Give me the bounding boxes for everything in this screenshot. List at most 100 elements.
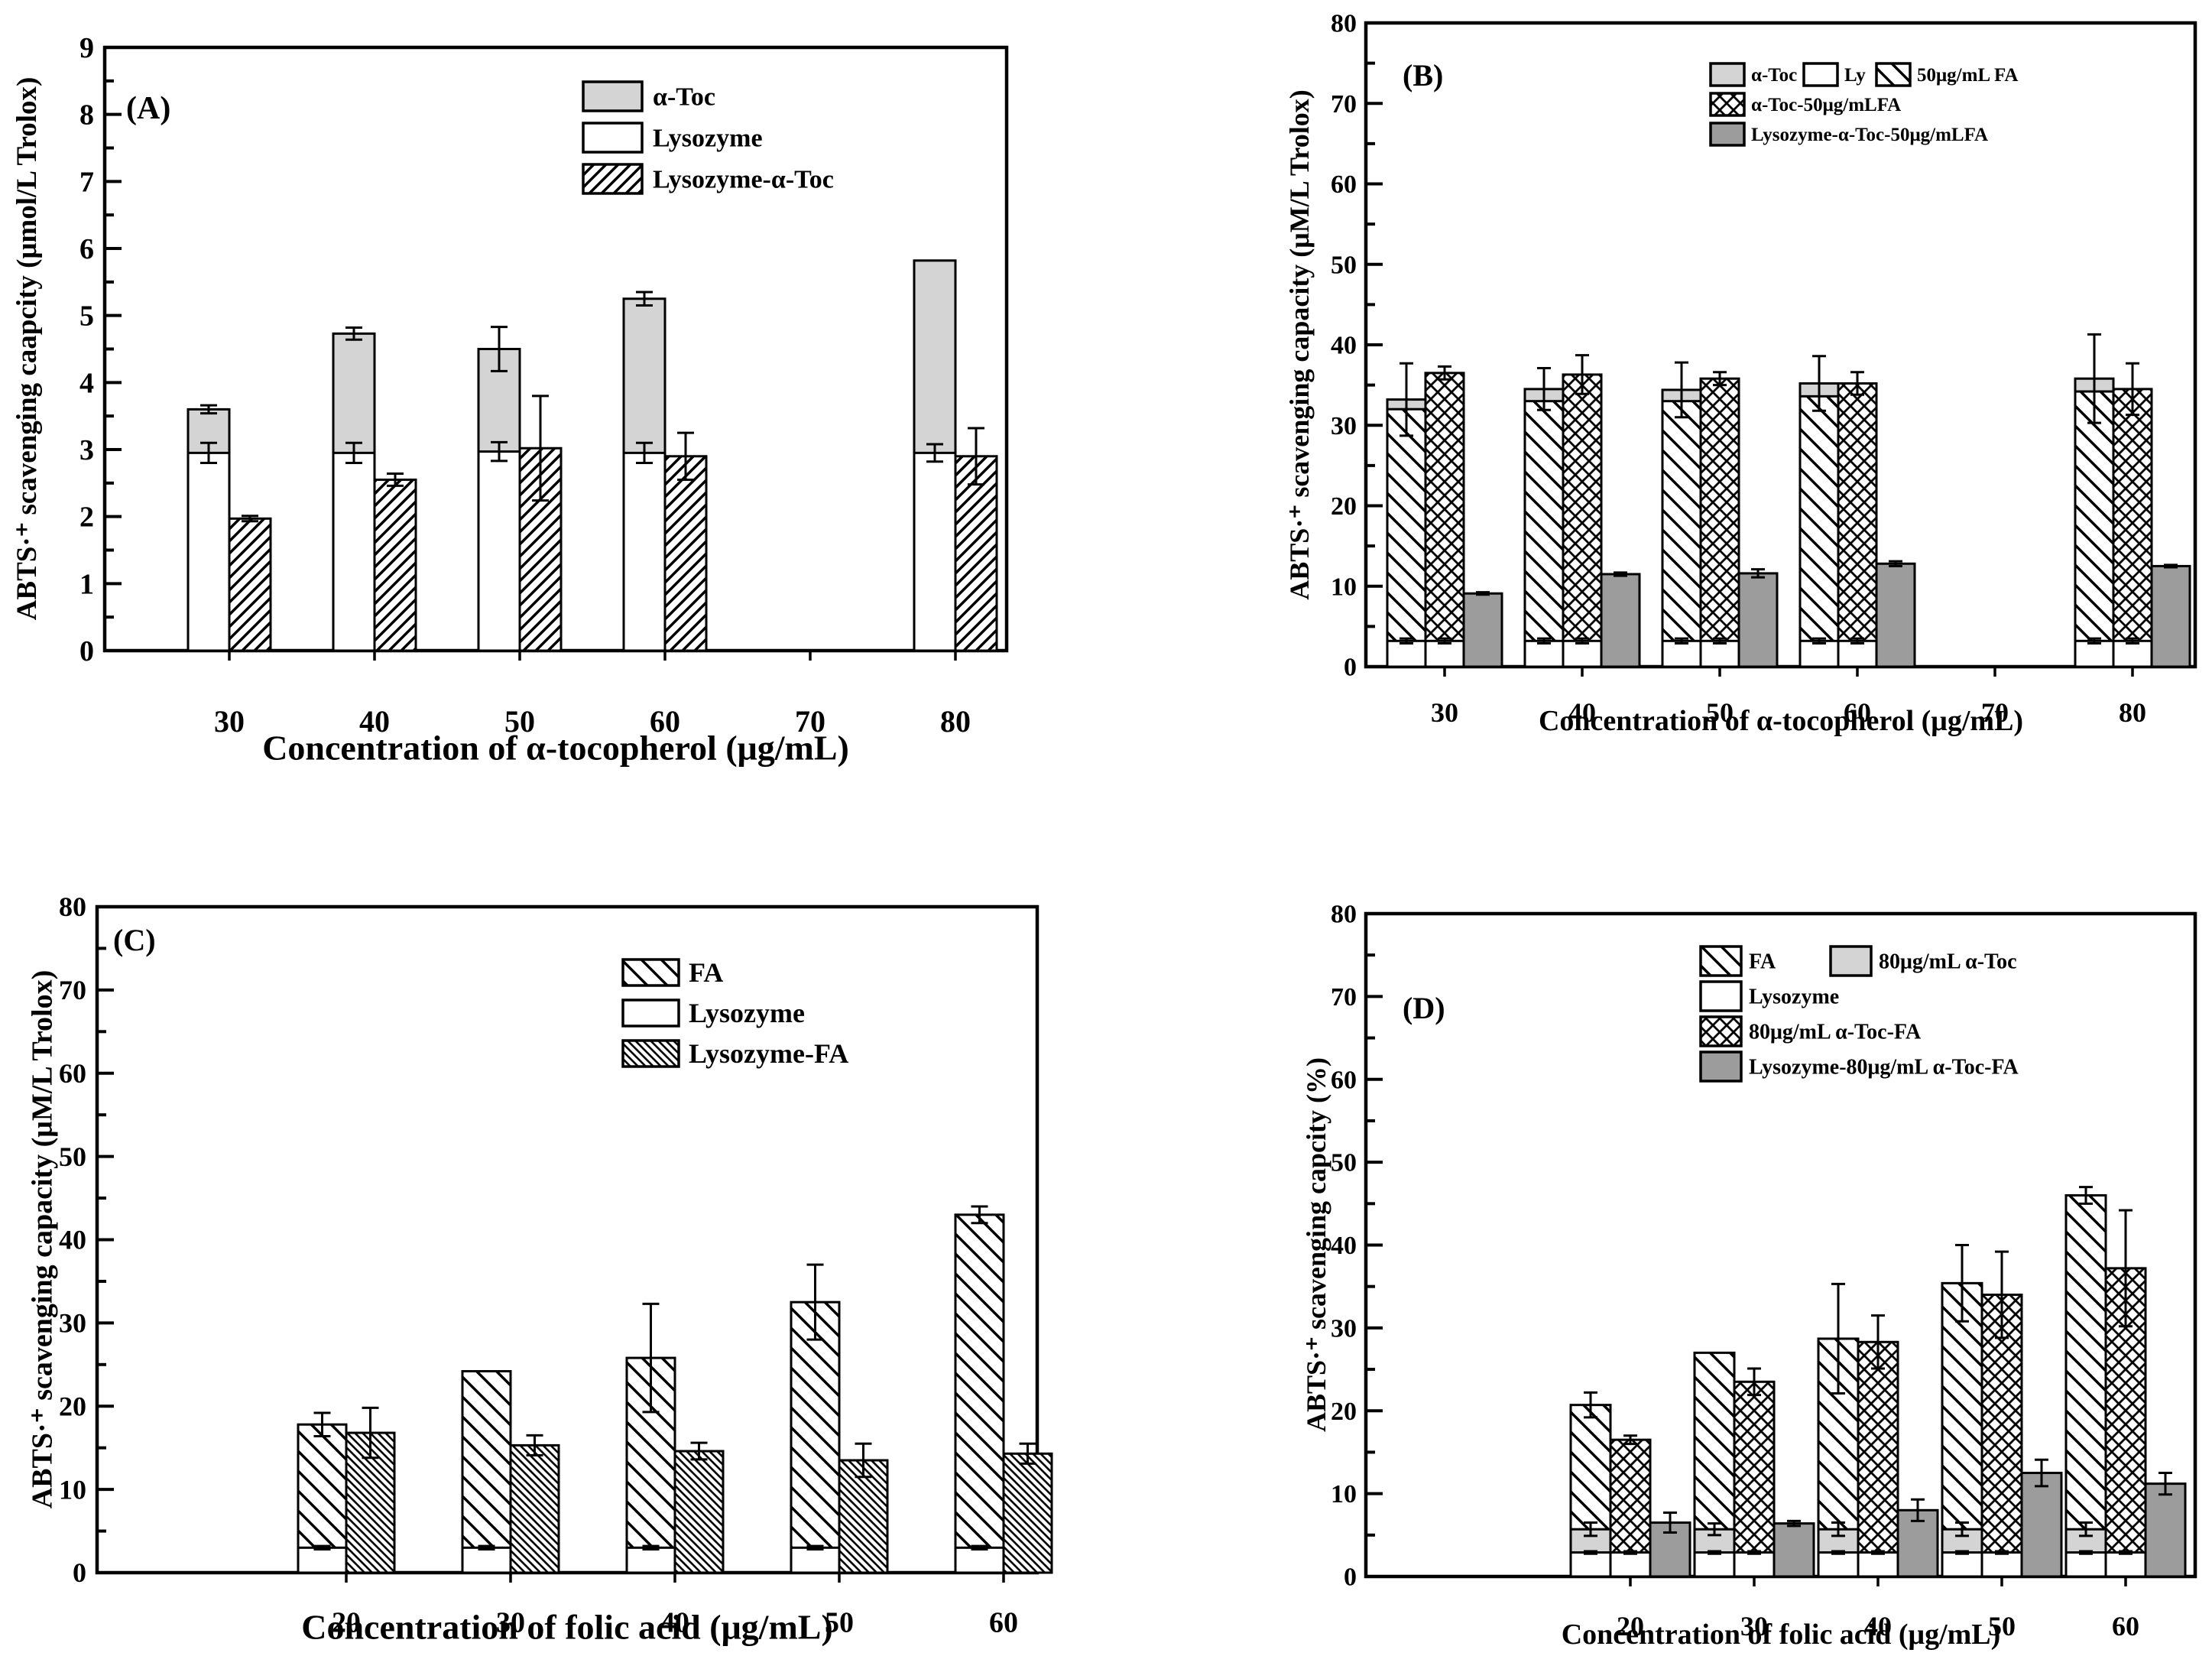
ytick-label: 0 bbox=[1344, 1563, 1357, 1592]
legend-label-D-dark: Lysozyme-80μg/mL α-Toc-FA bbox=[1749, 1056, 2019, 1080]
panel-a-xlabel: Concentration of α-tocopherol (μg/mL) bbox=[262, 728, 849, 768]
bar-D-30-xfa bbox=[1733, 1380, 1776, 1578]
ytick-label: 1 bbox=[79, 568, 94, 600]
legend-label-C-fa: FA bbox=[689, 957, 723, 988]
legend-label-B-fa: 50μg/mL FA bbox=[1917, 65, 2018, 86]
ytick-label: 9 bbox=[79, 32, 94, 64]
legend-label-B-dark: Lysozyme-α-Toc-50μg/mLFA bbox=[1751, 125, 1988, 145]
ytick-label: 0 bbox=[79, 635, 94, 667]
ytick-label: 50 bbox=[1331, 1149, 1357, 1177]
bar-C-30-lfa bbox=[509, 1443, 560, 1574]
ytick-label: 3 bbox=[79, 434, 94, 466]
bar-D-20-ly bbox=[1569, 1551, 1612, 1578]
xtick-label: 30 bbox=[214, 704, 245, 739]
legend-swatch-B-ly bbox=[1802, 62, 1839, 87]
bar-B-60-dark bbox=[1875, 562, 1916, 668]
xtick-label: 50 bbox=[504, 704, 535, 739]
xtick-label: 80 bbox=[940, 704, 971, 739]
legend-swatch-C-ly bbox=[621, 998, 680, 1028]
xtick-label: 50 bbox=[825, 1606, 854, 1638]
xtick-label: 50 bbox=[1988, 1611, 2016, 1641]
bar-B-60-ly bbox=[1837, 639, 1878, 668]
plot-box-C bbox=[95, 904, 1040, 1575]
bar-D-60-fa bbox=[2064, 1193, 2107, 1578]
bar-C-50-ly bbox=[790, 1546, 841, 1574]
bar-D-30-dark bbox=[1773, 1522, 1815, 1578]
legend-swatch-B-xfa bbox=[1709, 92, 1746, 117]
legend-swatch-D-ly bbox=[1699, 980, 1743, 1012]
ytick-label: 20 bbox=[1331, 492, 1357, 521]
bar-C-20-ly bbox=[297, 1546, 348, 1574]
bar-C-50-lfa bbox=[838, 1459, 889, 1574]
ytick-label: 0 bbox=[73, 1557, 86, 1588]
ytick-label: 80 bbox=[59, 891, 86, 922]
bar-B-60-xfa bbox=[1837, 382, 1878, 668]
xtick-label: 40 bbox=[359, 704, 390, 739]
bar-A-30-ly bbox=[186, 451, 231, 652]
bar-B-80-dark bbox=[2150, 564, 2191, 668]
panels-layer: 0 1 2 3 4 5 6 7 8 9 30 40 50 60 70 80 α-Toc Lysozyme Lysoz… bbox=[59, 10, 2197, 1641]
ytick-label: 40 bbox=[1331, 332, 1357, 360]
bar-B-80-ly bbox=[2112, 639, 2153, 668]
xtick-label: 60 bbox=[2112, 1611, 2139, 1641]
bar-B-40-dark bbox=[1600, 573, 1641, 668]
ytick-label: 60 bbox=[1331, 170, 1357, 199]
bar-B-30-ly bbox=[1424, 639, 1465, 668]
bar-B-40-ly bbox=[1562, 639, 1603, 668]
bar-A-60-ly bbox=[622, 451, 667, 652]
panel-c-ylabel: ABTS·⁺ scavenging capacity (μM/L Trolox) bbox=[26, 969, 59, 1509]
xtick-label: 70 bbox=[795, 704, 825, 739]
ytick-label: 10 bbox=[59, 1474, 86, 1505]
bar-D-40-ly bbox=[1857, 1551, 1899, 1578]
bar-C-40-lfa bbox=[673, 1450, 725, 1574]
ytick-label: 40 bbox=[1331, 1232, 1357, 1260]
ytick-label: 10 bbox=[1331, 573, 1357, 601]
legend-swatch-A-atoc bbox=[582, 80, 644, 112]
bar-B-30-xfa bbox=[1424, 372, 1465, 668]
xtick-label: 20 bbox=[332, 1606, 361, 1638]
ytick-label: 7 bbox=[79, 166, 94, 198]
bar-D-60-ly bbox=[2064, 1551, 2107, 1578]
bar-D-40-dark bbox=[1896, 1508, 1939, 1578]
xtick-label: 30 bbox=[496, 1606, 525, 1638]
ytick-label: 80 bbox=[1331, 901, 1357, 929]
panel-a-letter: (A) bbox=[126, 91, 171, 126]
bar-A-30-lt bbox=[228, 517, 272, 652]
xtick-label: 20 bbox=[1617, 1611, 1644, 1641]
bar-C-40-ly bbox=[625, 1546, 676, 1574]
panel-c-letter: (C) bbox=[113, 923, 156, 957]
legend-swatch-A-lt bbox=[582, 163, 644, 195]
xtick-label: 40 bbox=[1568, 697, 1596, 728]
bar-B-60-ly bbox=[1798, 639, 1840, 668]
bar-C-50-fa bbox=[790, 1300, 841, 1574]
bar-B-30-fa bbox=[1386, 408, 1427, 668]
bar-C-60-fa bbox=[954, 1213, 1005, 1574]
ytick-label: 30 bbox=[1331, 412, 1357, 440]
legend-label-D-fa: FA bbox=[1749, 950, 1776, 974]
xtick-label: 30 bbox=[1431, 697, 1458, 728]
legend-label-B-xfa: α-Toc-50μg/mLFA bbox=[1751, 95, 1901, 115]
ytick-label: 50 bbox=[1331, 251, 1357, 279]
xtick-label: 40 bbox=[1864, 1611, 1892, 1641]
bar-D-30-ly bbox=[1693, 1551, 1736, 1578]
bar-B-50-ly bbox=[1661, 639, 1702, 668]
ytick-label: 4 bbox=[79, 367, 94, 399]
xtick-label: 60 bbox=[1844, 697, 1871, 728]
bar-B-80-fa bbox=[2074, 390, 2115, 668]
ytick-label: 8 bbox=[79, 99, 94, 132]
ytick-label: 70 bbox=[1331, 983, 1357, 1011]
ytick-label: 30 bbox=[59, 1308, 86, 1339]
bar-B-30-dark bbox=[1462, 592, 1503, 668]
bar-A-40-lt bbox=[373, 478, 417, 652]
ytick-label: 70 bbox=[59, 975, 86, 1005]
bar-A-50-ly bbox=[477, 450, 521, 652]
legend-label-C-ly: Lysozyme bbox=[689, 998, 805, 1028]
legend-label-A-atoc: α-Toc bbox=[653, 83, 715, 112]
panel-b-letter: (B) bbox=[1403, 58, 1444, 93]
ytick-label: 2 bbox=[79, 502, 94, 534]
plot-box-B bbox=[1364, 21, 2197, 669]
legend-swatch-C-fa bbox=[621, 958, 680, 987]
legend-label-B-atoc: α-Toc bbox=[1751, 65, 1797, 86]
panel-C: 0 10 20 30 40 50 60 70 80 20 30 40 50 60 FA Lysozyme Lys… bbox=[59, 891, 1053, 1638]
legend-label-D-atoc: 80μg/mL α-Toc bbox=[1879, 950, 2017, 974]
